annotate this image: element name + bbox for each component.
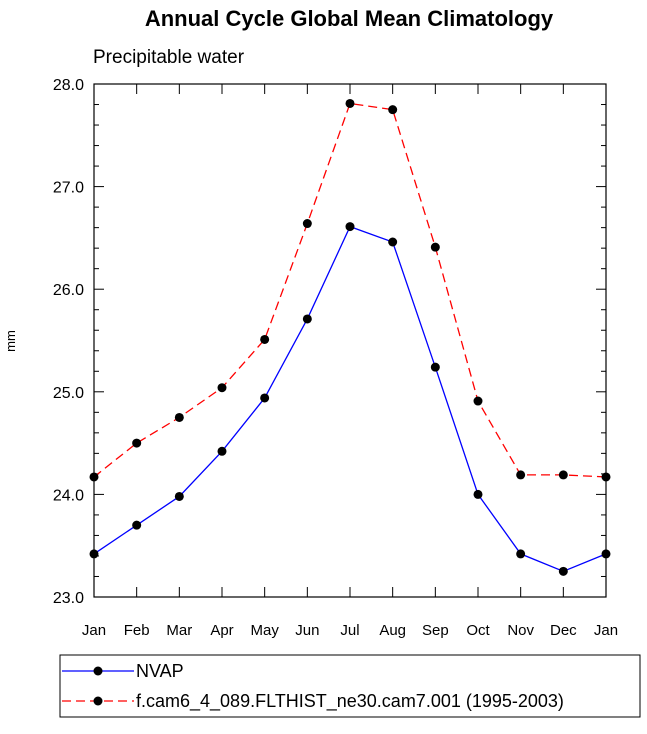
series-1-point: [132, 520, 142, 530]
series-2-point: [89, 472, 99, 482]
y-tick-label: 24.0: [53, 487, 84, 504]
y-tick-label: 28.0: [53, 77, 84, 94]
series-2-point: [473, 396, 483, 406]
series-2-point: [558, 470, 568, 480]
legend-box: [59, 654, 641, 718]
y-tick-labels: 23.0 24.0 25.0 26.0 27.0 28.0: [53, 77, 84, 607]
series-1-point: [558, 566, 568, 576]
chart-subtitle: Precipitable water: [93, 47, 245, 68]
series-1-point: [388, 237, 398, 247]
x-tick-label: Feb: [124, 622, 150, 639]
series-2-point: [132, 438, 142, 448]
plot-frame: [93, 83, 607, 598]
legend-marker-1: [93, 666, 103, 676]
y-tick-label: 23.0: [53, 590, 84, 607]
legend: NVAP f.cam6_4_089.FLTHIST_ne30.cam7.001 (…: [62, 661, 564, 712]
x-tick-labels: Jan Feb Mar Apr May Jun Jul Aug Sep Oct Nov Dec Jan: [82, 622, 618, 639]
x-tick-label: Oct: [466, 622, 490, 639]
series-1-point: [345, 222, 355, 232]
series-1-point: [473, 489, 483, 499]
legend-marker-2: [93, 696, 103, 706]
series-1-point: [260, 393, 270, 403]
x-tick-label: Nov: [507, 622, 534, 639]
series-2-point: [217, 383, 227, 393]
series-2-point: [430, 242, 440, 252]
series-1-point: [89, 549, 99, 559]
x-tick-label: Aug: [379, 622, 406, 639]
x-tick-label: Jan: [594, 622, 618, 639]
series-2-point: [174, 412, 184, 422]
series-1-point: [516, 549, 526, 559]
series-2-point: [516, 470, 526, 480]
series-2-point: [345, 98, 355, 108]
series-group: [89, 98, 611, 576]
x-tick-label: Jun: [295, 622, 319, 639]
x-tick-label: Sep: [422, 622, 449, 639]
series-line-2: [93, 102, 607, 478]
series-2-point: [260, 334, 270, 344]
series-line-1: [93, 225, 607, 573]
x-tick-label: Apr: [210, 622, 233, 639]
series-1-point: [174, 491, 184, 501]
axis-ticks: [93, 83, 607, 598]
y-tick-label: 26.0: [53, 282, 84, 299]
y-tick-label: 27.0: [53, 180, 84, 197]
x-tick-label: Jul: [340, 622, 359, 639]
y-tick-label: 25.0: [53, 385, 84, 402]
y-axis-label: mm: [3, 330, 18, 352]
legend-label-2: f.cam6_4_089.FLTHIST_ne30.cam7.001 (1995…: [136, 691, 564, 712]
x-tick-label: Mar: [166, 622, 192, 639]
series-1-point: [430, 362, 440, 372]
x-tick-label: May: [250, 622, 279, 639]
series-2-point: [601, 472, 611, 482]
series-1-point: [601, 549, 611, 559]
series-2-point: [388, 105, 398, 115]
chart-title: Annual Cycle Global Mean Climatology: [145, 6, 554, 31]
series-1-point: [302, 314, 312, 324]
x-tick-label: Jan: [82, 622, 106, 639]
series-1-point: [217, 446, 227, 456]
legend-label-1: NVAP: [136, 661, 184, 681]
x-tick-label: Dec: [550, 622, 577, 639]
series-2-point: [302, 219, 312, 229]
